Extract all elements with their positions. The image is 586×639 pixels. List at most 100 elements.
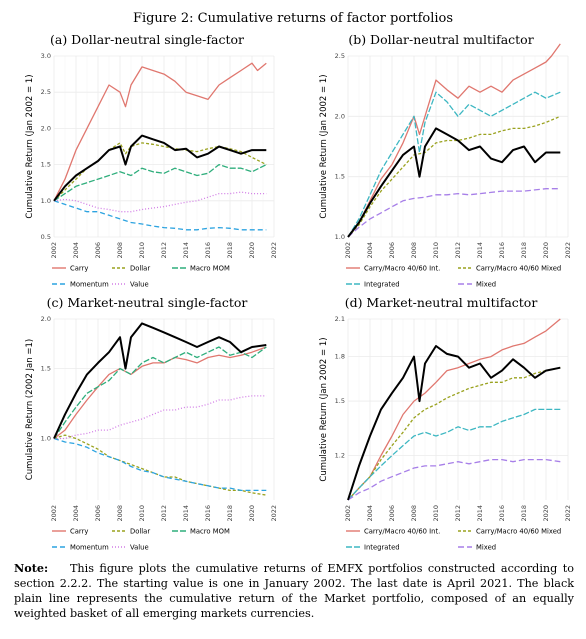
x-tick-label: 2004 (72, 505, 80, 522)
legend-label: Momentum (70, 281, 109, 289)
chart-panel-a: (a) Dollar-neutral single-factor 2002 200… (2, 32, 292, 297)
chart-title-d: (d) Market-neutral multifactor (344, 295, 538, 310)
y-tick-label: 1.0 (335, 233, 345, 241)
legend-label: Carry/Macro 40/60 Int. (364, 528, 440, 536)
y-axis-label: Cumulative Return (Jan 2002 = 1) (319, 74, 329, 218)
x-tick-label: 2016 (204, 505, 212, 522)
legend-label: Value (130, 544, 149, 552)
x-tick-label: 2022 (564, 242, 572, 259)
series-line-momentum (53, 200, 267, 231)
y-tick-label: 2.5 (335, 52, 345, 60)
chart-svg-a: 2002 2004 2006 2008 2010 2012 2014 2016 2018 2020… (25, 52, 278, 289)
chart-panel-d: (d) Market-neutral multifactor 2002 2004 2… (296, 295, 586, 560)
x-tick-label: 2004 (366, 505, 374, 522)
x-tick-label: 2022 (270, 242, 278, 259)
x-tick-label: 2012 (454, 242, 462, 259)
x-tick-label: 2008 (410, 242, 418, 259)
figure-note: Note: This figure plots the cumulative r… (14, 561, 574, 621)
legend-label: Carry/Macro 40/60 Mixed (476, 528, 561, 536)
chart-panel-b: (b) Dollar-neutral multifactor 2002 2004 2… (296, 32, 586, 297)
legend-label: Carry (70, 265, 88, 273)
series-line-integrated (347, 408, 561, 501)
chart-title-b: (b) Dollar-neutral multifactor (348, 32, 534, 47)
y-axis-label: Cumulative Return (Jan 2002 = 1) (25, 74, 35, 218)
legend-label: Dollar (130, 528, 150, 536)
legend-label: Mixed (476, 281, 496, 289)
y-tick-label: 3.0 (41, 52, 51, 60)
y-tick-label: 2.0 (335, 112, 345, 120)
x-tick-label: 2006 (94, 242, 102, 259)
series-line-dollar (53, 434, 267, 496)
series-line-market (347, 127, 561, 238)
series-line-mixed (347, 458, 561, 501)
x-tick-label: 2004 (366, 242, 374, 259)
series-line-market (347, 345, 561, 501)
x-tick-label: 2020 (248, 242, 256, 259)
note-label: Note: (14, 561, 49, 575)
y-tick-label: 0.5 (41, 233, 51, 241)
x-tick-label: 2010 (432, 242, 440, 259)
x-tick-label: 2012 (160, 505, 168, 522)
y-tick-label: 1.5 (335, 397, 345, 405)
series-line-integrated (347, 91, 561, 238)
x-tick-label: 2020 (248, 505, 256, 522)
y-tick-label: 1.2 (335, 452, 345, 460)
y-tick-label: 2.0 (41, 315, 51, 323)
x-tick-label: 2006 (94, 505, 102, 522)
legend-label: Momentum (70, 544, 109, 552)
x-tick-label: 2014 (182, 505, 190, 522)
x-tick-label: 2010 (432, 505, 440, 522)
y-tick-label: 1.0 (41, 435, 51, 443)
chart-svg-c: 2002 2004 2006 2008 2010 2012 2014 2016 2018 2020… (25, 315, 278, 552)
x-tick-label: 2022 (564, 505, 572, 522)
y-tick-label: 1.5 (41, 161, 51, 169)
x-tick-label: 2014 (476, 242, 484, 259)
x-tick-label: 2006 (388, 242, 396, 259)
x-tick-label: 2010 (138, 505, 146, 522)
x-tick-label: 2020 (542, 505, 550, 522)
x-tick-label: 2018 (226, 242, 234, 259)
x-tick-label: 2022 (270, 505, 278, 522)
series-line-carry (53, 346, 267, 440)
legend-label: Macro MOM (190, 528, 230, 536)
x-tick-label: 2002 (344, 505, 352, 522)
series-line-value (54, 395, 267, 440)
y-axis-label: Cumulative Return (Jan 2002 = 1) (319, 337, 329, 481)
x-tick-label: 2018 (520, 242, 528, 259)
x-tick-label: 2014 (182, 242, 190, 259)
legend-label: Value (130, 281, 149, 289)
chart-svg-b: 2002 2004 2006 2008 2010 2012 2014 2016 2018 2020… (319, 43, 572, 289)
x-tick-label: 2014 (476, 505, 484, 522)
series-line-macro-mom (53, 163, 267, 202)
legend-label: Integrated (364, 544, 400, 552)
legend-label: Carry (70, 528, 88, 536)
x-tick-label: 2016 (204, 242, 212, 259)
y-axis-label: Cumulative Return (2002 Jan =1) (25, 339, 35, 480)
x-tick-label: 2010 (138, 242, 146, 259)
x-tick-label: 2008 (410, 505, 418, 522)
series-line-carry-macro-40-60-int- (347, 318, 561, 501)
x-tick-label: 2012 (160, 242, 168, 259)
x-tick-label: 2016 (498, 242, 506, 259)
series-line-carry-macro-40-60-mixed (347, 367, 561, 501)
series-line-momentum (53, 437, 267, 492)
chart-title-c: (c) Market-neutral single-factor (46, 295, 248, 310)
x-tick-label: 2002 (50, 505, 58, 522)
x-tick-label: 2012 (454, 505, 462, 522)
chart-svg-d: 2002 2004 2006 2008 2010 2012 2014 2016 2018 2020… (319, 315, 572, 552)
figure-title: Figure 2: Cumulative returns of factor p… (132, 11, 454, 26)
series-line-market (53, 134, 267, 202)
y-tick-label: 2.5 (41, 88, 51, 96)
series-line-carry-macro-40-60-int- (347, 43, 561, 238)
x-tick-label: 2004 (72, 242, 80, 259)
x-tick-label: 2008 (116, 242, 124, 259)
y-tick-label: 1.8 (335, 353, 345, 361)
series-line-value (53, 191, 267, 213)
legend-label: Carry/Macro 40/60 Mixed (476, 265, 561, 273)
series-line-carry (53, 62, 267, 202)
y-tick-label: 1.0 (41, 197, 51, 205)
y-tick-label: 1.5 (335, 173, 345, 181)
legend-label: Mixed (476, 544, 496, 552)
legend-label: Dollar (130, 265, 150, 273)
legend-label: Carry/Macro 40/60 Int. (364, 265, 440, 273)
